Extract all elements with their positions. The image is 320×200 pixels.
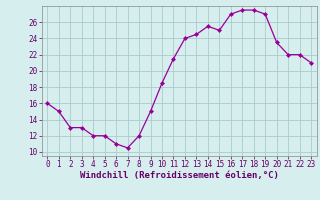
X-axis label: Windchill (Refroidissement éolien,°C): Windchill (Refroidissement éolien,°C) [80,171,279,180]
